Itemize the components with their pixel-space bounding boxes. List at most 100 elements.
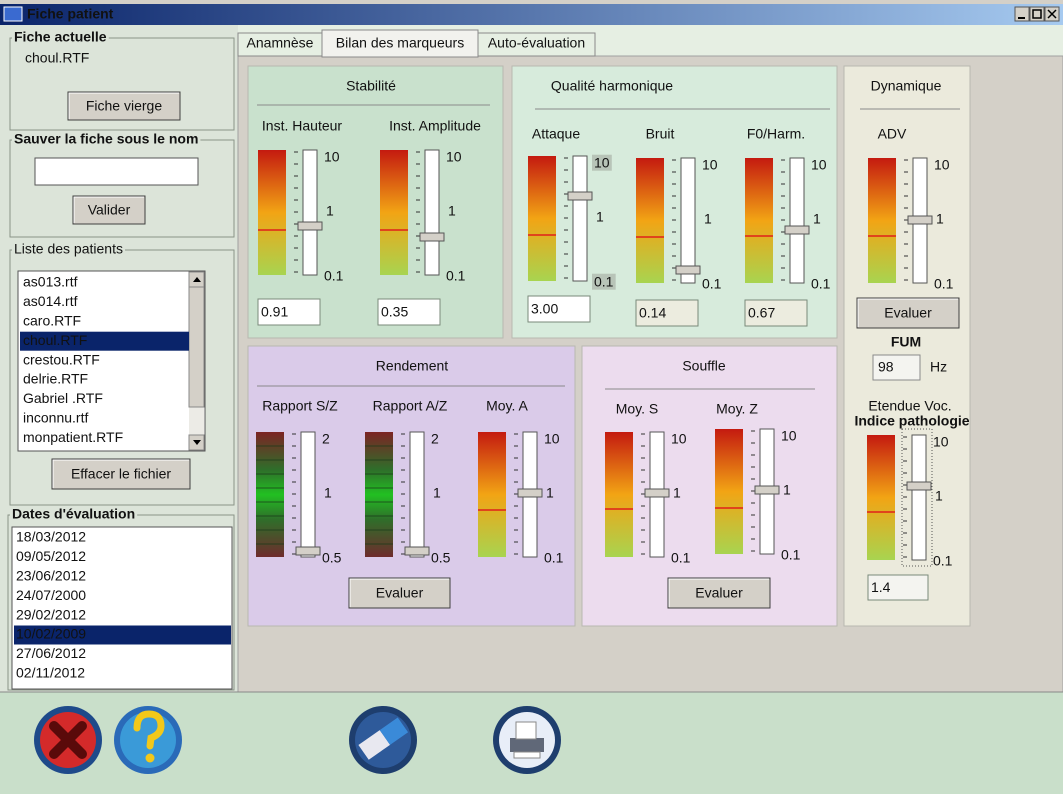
scale-label: 1 bbox=[783, 482, 791, 498]
gauge-bar bbox=[365, 432, 393, 557]
help-icon[interactable] bbox=[114, 706, 182, 774]
selection-highlight bbox=[20, 331, 189, 351]
gauge-label: Rapport S/Z bbox=[262, 398, 338, 414]
scale-label: 0.5 bbox=[431, 550, 451, 566]
close-glyph bbox=[1047, 9, 1057, 19]
eraser-part bbox=[358, 730, 391, 760]
patient-item: choul.RTF bbox=[23, 332, 87, 348]
gauge-label: Moy. S bbox=[616, 401, 659, 417]
panel-title: Rendement bbox=[376, 358, 448, 374]
slider-thumb[interactable] bbox=[419, 232, 445, 242]
evaluate-button[interactable] bbox=[348, 577, 451, 609]
patient-item: delrie.RTF bbox=[23, 371, 88, 387]
tab[interactable] bbox=[477, 32, 596, 57]
printer-paper bbox=[515, 721, 537, 740]
evaluate-button[interactable] bbox=[856, 297, 960, 329]
scale-label: 0.1 bbox=[324, 268, 344, 284]
tab-label: Anamnèse bbox=[247, 35, 314, 51]
eraser-icon[interactable] bbox=[349, 706, 417, 774]
scroll-thumb[interactable] bbox=[188, 286, 205, 408]
gauge-bar bbox=[715, 429, 743, 554]
window-controls bbox=[1014, 6, 1060, 22]
scale-label: 1 bbox=[596, 209, 604, 225]
slider-thumb[interactable] bbox=[675, 265, 701, 275]
icon-dot bbox=[145, 753, 155, 763]
slider-track bbox=[572, 155, 588, 282]
scale-label: 10 bbox=[781, 428, 797, 444]
slider-thumb[interactable] bbox=[784, 225, 810, 235]
slider-thumb[interactable] bbox=[295, 546, 321, 556]
icon-question bbox=[133, 710, 165, 750]
scale-label: 10 bbox=[702, 157, 718, 173]
scale-label: 1 bbox=[448, 203, 456, 219]
gauge-bar bbox=[258, 150, 286, 275]
maximize-glyph bbox=[1032, 9, 1042, 19]
patient-item: as013.rtf bbox=[23, 274, 78, 290]
slider-thumb[interactable] bbox=[907, 215, 933, 225]
panel-title: Stabilité bbox=[346, 78, 396, 94]
gauge-bar bbox=[478, 432, 506, 557]
printer-body bbox=[510, 738, 544, 752]
current-file-group bbox=[9, 37, 235, 131]
gauge-label: Inst. Amplitude bbox=[389, 118, 481, 134]
print-icon[interactable] bbox=[493, 706, 561, 774]
gauge-label: Etendue Voc. bbox=[868, 398, 951, 414]
slider-thumb[interactable] bbox=[567, 191, 593, 201]
slider-thumb[interactable] bbox=[517, 488, 543, 498]
slider-thumb[interactable] bbox=[644, 488, 670, 498]
evaluate-button[interactable] bbox=[667, 577, 771, 609]
slider-track bbox=[911, 434, 927, 561]
scale-label: 10 bbox=[446, 149, 462, 165]
cancel-icon[interactable] bbox=[34, 706, 102, 774]
new-file-button[interactable] bbox=[67, 91, 181, 121]
scale-label: 1 bbox=[324, 485, 332, 501]
fum-field bbox=[872, 354, 921, 381]
scale-label: 2 bbox=[431, 431, 439, 447]
slider-thumb[interactable] bbox=[906, 481, 932, 491]
gauge-bar bbox=[256, 432, 284, 557]
tab[interactable] bbox=[321, 29, 479, 58]
scale-label: 10 bbox=[594, 155, 610, 171]
gauge-bar bbox=[745, 158, 773, 283]
slider-thumb[interactable] bbox=[404, 546, 430, 556]
app-icon bbox=[3, 6, 23, 22]
scale-label: 0.1 bbox=[594, 274, 614, 290]
validate-button[interactable] bbox=[72, 195, 146, 225]
panel-title: Qualité harmonique bbox=[551, 78, 673, 94]
scale-label: 10 bbox=[544, 431, 560, 447]
scroll-up-arrow bbox=[193, 277, 201, 282]
maximize-button[interactable] bbox=[1029, 6, 1045, 22]
gauge-bar bbox=[636, 158, 664, 283]
delete-file-button[interactable] bbox=[51, 458, 191, 490]
button-highlight bbox=[68, 92, 179, 119]
gauge-label: Moy. A bbox=[486, 398, 528, 414]
group-heading: Dates d'évaluation bbox=[12, 506, 135, 522]
value-field bbox=[867, 574, 929, 601]
button-label: Evaluer bbox=[695, 585, 743, 601]
scale-label: 1 bbox=[546, 485, 554, 501]
value-field bbox=[635, 299, 699, 327]
scale-label: 1 bbox=[813, 211, 821, 227]
group-heading: Liste des patients bbox=[14, 241, 123, 257]
date-item: 09/05/2012 bbox=[16, 548, 86, 564]
patient-item: as014.rtf bbox=[23, 293, 78, 309]
patient-list bbox=[17, 270, 206, 452]
filename-input[interactable] bbox=[34, 157, 199, 186]
heading-backdrop bbox=[12, 240, 125, 257]
value-field bbox=[527, 295, 591, 323]
gauge-bar bbox=[605, 432, 633, 557]
date-item: 24/07/2000 bbox=[16, 587, 86, 603]
gauge-bar bbox=[528, 156, 556, 281]
slider-thumb[interactable] bbox=[297, 221, 323, 231]
value-text: 3.00 bbox=[531, 301, 558, 317]
scale-label: 2 bbox=[322, 431, 330, 447]
scale-highlight bbox=[592, 273, 616, 290]
scale-label: 0.1 bbox=[934, 276, 954, 292]
slider-thumb[interactable] bbox=[754, 485, 780, 495]
button-highlight bbox=[52, 459, 189, 488]
scale-label: 0.1 bbox=[446, 268, 466, 284]
scale-highlight bbox=[592, 154, 612, 171]
scale-label: 0.1 bbox=[702, 276, 722, 292]
